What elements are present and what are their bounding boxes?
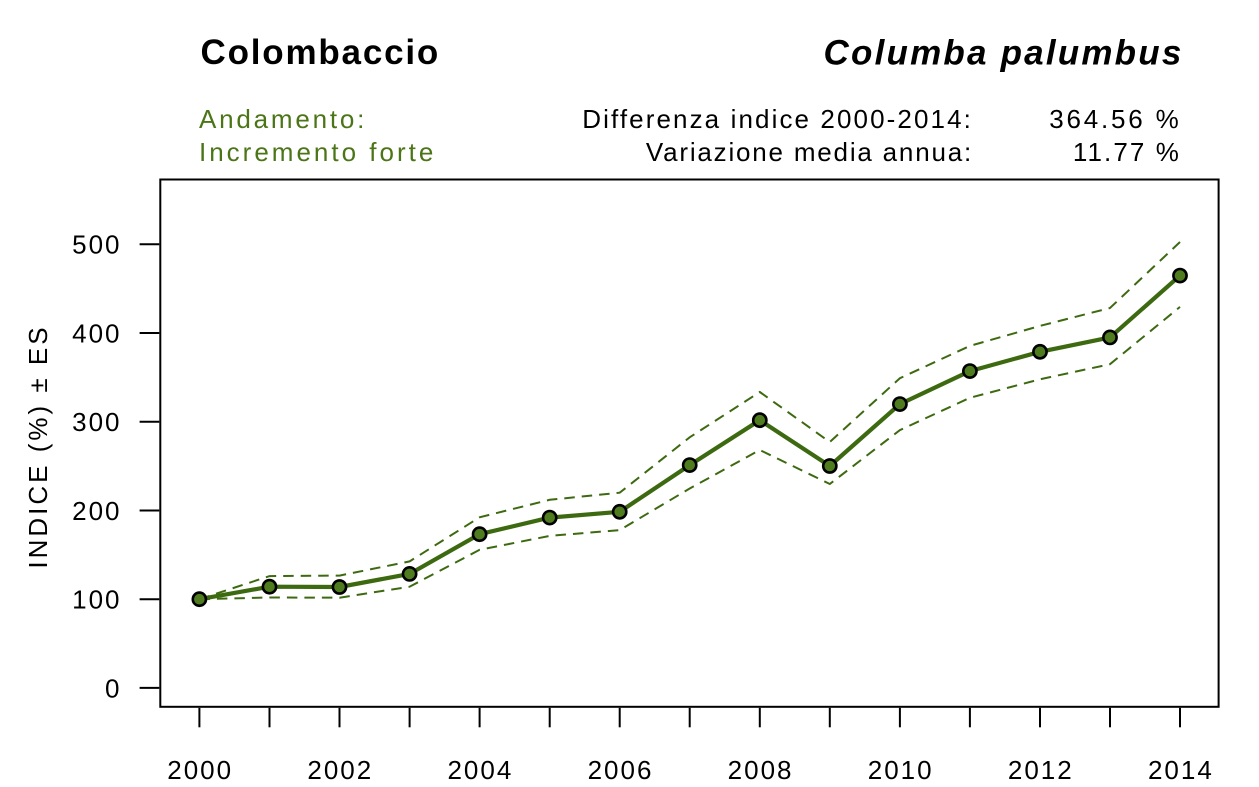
svg-text:364.56 %: 364.56 % — [1049, 104, 1181, 134]
svg-text:Andamento:: Andamento: — [199, 104, 367, 134]
svg-text:11.77 %: 11.77 % — [1073, 137, 1181, 167]
svg-text:0: 0 — [105, 673, 121, 703]
svg-text:100: 100 — [72, 585, 121, 615]
svg-text:INDICE (%) ± ES: INDICE (%) ± ES — [23, 324, 53, 568]
svg-text:Columba palumbus: Columba palumbus — [824, 34, 1184, 73]
svg-text:300: 300 — [72, 407, 121, 437]
svg-text:500: 500 — [72, 230, 121, 260]
svg-text:Colombaccio: Colombaccio — [201, 33, 441, 72]
svg-text:Incremento forte: Incremento forte — [199, 137, 436, 167]
svg-text:2000: 2000 — [167, 755, 233, 785]
svg-text:2002: 2002 — [307, 755, 373, 785]
svg-text:400: 400 — [72, 318, 121, 348]
svg-text:2008: 2008 — [728, 755, 794, 785]
svg-text:2004: 2004 — [447, 755, 513, 785]
svg-text:2006: 2006 — [588, 755, 654, 785]
svg-text:2010: 2010 — [868, 755, 934, 785]
svg-text:Differenza indice 2000-2014:: Differenza indice 2000-2014: — [582, 104, 973, 134]
svg-text:2014: 2014 — [1148, 755, 1214, 785]
svg-text:Variazione media annua:: Variazione media annua: — [646, 137, 973, 167]
svg-text:2012: 2012 — [1008, 755, 1074, 785]
svg-text:200: 200 — [72, 496, 121, 526]
